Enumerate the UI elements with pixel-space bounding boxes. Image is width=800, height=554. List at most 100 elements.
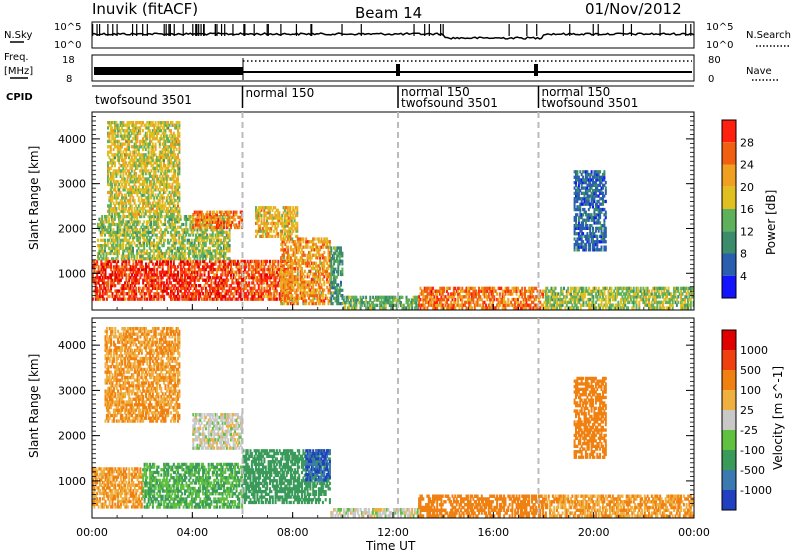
heatmap-cell xyxy=(296,208,299,212)
heatmap-cell xyxy=(109,236,112,240)
heatmap-cell xyxy=(174,209,177,213)
heatmap-cell xyxy=(99,244,102,248)
heatmap-cell xyxy=(102,257,105,261)
heatmap-cell xyxy=(121,270,124,274)
heatmap-cell xyxy=(209,284,212,288)
heatmap-cell xyxy=(234,213,237,217)
heatmap-cell xyxy=(119,233,122,237)
heatmap-cell xyxy=(150,270,153,274)
heatmap-cell xyxy=(121,126,123,130)
heatmap-cell xyxy=(137,238,140,242)
heatmap-cell xyxy=(121,145,123,149)
heatmap-cell xyxy=(274,216,277,220)
heatmap-cell xyxy=(301,285,303,290)
heatmap-cell xyxy=(171,228,174,232)
heatmap-cell xyxy=(144,251,147,256)
heatmap-cell xyxy=(232,223,235,227)
heatmap-cell xyxy=(213,244,216,248)
heatmap-cell xyxy=(281,280,284,284)
heatmap-cell xyxy=(199,213,202,217)
heatmap-cell xyxy=(112,244,115,248)
heatmap-cell xyxy=(151,230,154,234)
heatmap-cell xyxy=(241,218,244,222)
heatmap-cell xyxy=(281,224,284,228)
heatmap-cell xyxy=(153,222,155,227)
heatmap-cell xyxy=(107,281,110,285)
heatmap-cell xyxy=(282,294,285,299)
heatmap-cell xyxy=(281,293,284,298)
heatmap-cell xyxy=(256,229,259,233)
heatmap-cell xyxy=(161,147,164,152)
heatmap-cell xyxy=(155,220,158,224)
heatmap-cell xyxy=(112,169,115,173)
heatmap-cell xyxy=(121,289,124,293)
heatmap-cell xyxy=(183,249,186,253)
heatmap-cell xyxy=(261,229,264,233)
heatmap-cell xyxy=(284,285,287,290)
heatmap-cell xyxy=(144,158,147,162)
heatmap-cell xyxy=(128,259,131,264)
heatmap-cell xyxy=(161,142,164,146)
heatmap-cell xyxy=(308,285,310,290)
heatmap-cell xyxy=(340,294,342,298)
heatmap-cell xyxy=(305,264,308,268)
heatmap-cell xyxy=(386,298,388,302)
heatmap-cell xyxy=(115,123,118,127)
heatmap-cell xyxy=(158,225,161,229)
heatmap-cell xyxy=(106,244,109,248)
heatmap-cell xyxy=(178,196,181,200)
heatmap-cell xyxy=(330,257,333,261)
heatmap-cell xyxy=(214,244,217,248)
heatmap-cell xyxy=(174,126,177,130)
heatmap-cell xyxy=(383,303,386,307)
heatmap-cell xyxy=(202,223,205,227)
heatmap-cell xyxy=(147,254,150,258)
heatmap-cell xyxy=(153,244,155,248)
heatmap-cell xyxy=(174,222,176,227)
heatmap-cell xyxy=(230,262,232,266)
heatmap-cell xyxy=(204,289,207,293)
heatmap-cell xyxy=(160,262,163,266)
heatmap-cell xyxy=(165,123,168,127)
heatmap-cell xyxy=(167,262,170,266)
heatmap-cell xyxy=(153,230,155,234)
heatmap-cell xyxy=(381,295,384,299)
heatmap-cell xyxy=(292,261,295,265)
heatmap-cell xyxy=(415,303,418,307)
heatmap-cell xyxy=(158,198,161,203)
heatmap-cell xyxy=(135,166,137,170)
heatmap-cell xyxy=(112,238,115,242)
heatmap-cell xyxy=(175,190,178,195)
heatmap-cell xyxy=(203,238,206,242)
heatmap-cell xyxy=(323,237,326,241)
heatmap-cell xyxy=(271,259,274,264)
heatmap-cell xyxy=(252,286,255,290)
heatmap-cell xyxy=(121,292,124,296)
heatmap-cell xyxy=(122,246,125,250)
heatmap-cell xyxy=(281,253,284,257)
heatmap-cell xyxy=(267,276,270,280)
heatmap-cell xyxy=(299,245,302,249)
heatmap-cell xyxy=(181,228,183,232)
heatmap-cell xyxy=(170,193,172,197)
heatmap-cell xyxy=(232,210,235,214)
heatmap-cell xyxy=(195,236,197,240)
heatmap-cell xyxy=(157,169,160,173)
heatmap-cell xyxy=(172,228,175,232)
heatmap-cell xyxy=(221,249,224,253)
heatmap-cell xyxy=(214,249,217,253)
heatmap-cell xyxy=(160,207,163,211)
heatmap-cell xyxy=(349,295,352,299)
heatmap-cell xyxy=(118,150,121,154)
heatmap-cell xyxy=(163,259,166,264)
heatmap-cell xyxy=(341,294,344,298)
heatmap-cell xyxy=(257,259,260,264)
heatmap-cell xyxy=(172,294,175,299)
heatmap-cell xyxy=(177,164,179,168)
heatmap-cell xyxy=(197,223,200,227)
cpid-segment-label: normal 150 xyxy=(246,86,315,100)
heatmap-cell xyxy=(140,265,143,269)
heatmap-cell xyxy=(282,299,285,303)
heatmap-cell xyxy=(157,220,160,224)
heatmap-cell xyxy=(129,289,132,293)
